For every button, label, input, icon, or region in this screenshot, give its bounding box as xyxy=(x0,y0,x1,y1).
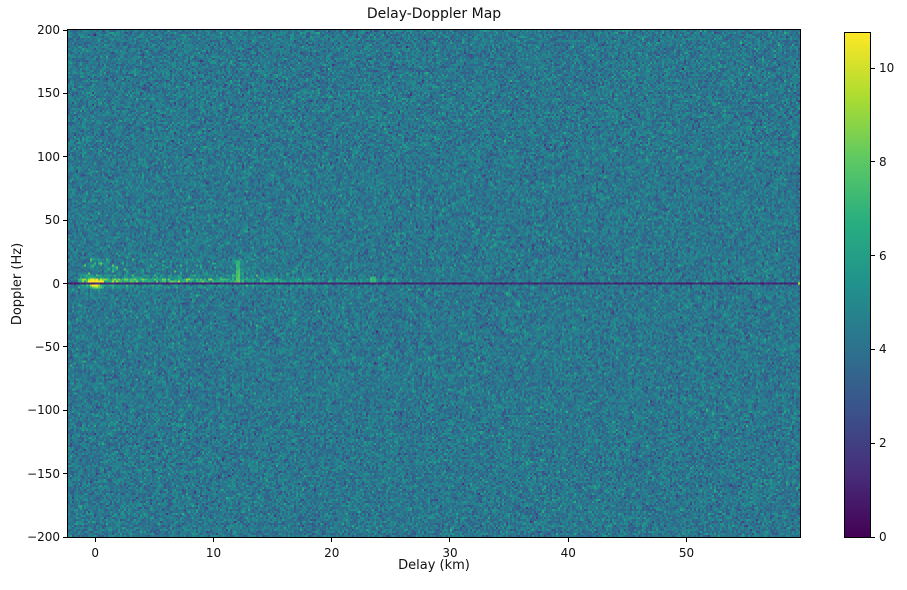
colorbar-gradient xyxy=(845,33,870,537)
x-tick-label: 0 xyxy=(91,546,99,560)
y-tick-mark xyxy=(63,92,67,94)
x-tick-mark xyxy=(567,538,569,542)
y-tick-label: 100 xyxy=(37,149,60,164)
x-tick-mark xyxy=(212,538,214,542)
x-tick-mark xyxy=(449,538,451,542)
colorbar-tick-mark xyxy=(871,348,875,350)
x-tick-label: 50 xyxy=(678,546,695,560)
y-tick-label: 150 xyxy=(37,86,60,101)
x-tick-mark xyxy=(331,538,333,542)
colorbar-tick-label: 8 xyxy=(879,154,887,169)
y-tick-mark xyxy=(63,156,67,158)
y-tick-mark xyxy=(63,409,67,411)
chart-title: Delay-Doppler Map xyxy=(366,6,502,22)
colorbar-tick-label: 4 xyxy=(879,342,887,357)
colorbar-tick-label: 10 xyxy=(879,61,895,76)
x-tick-label: 20 xyxy=(324,546,340,560)
plot-area xyxy=(67,29,801,538)
y-tick-mark xyxy=(63,219,67,221)
y-tick-mark xyxy=(63,536,67,538)
y-tick-label: 50 xyxy=(44,213,60,228)
x-tick-label: 40 xyxy=(560,546,576,560)
x-tick-label: 10 xyxy=(205,546,222,560)
y-tick-label: 0 xyxy=(52,276,60,291)
y-tick-mark xyxy=(63,346,67,348)
colorbar-tick-label: 0 xyxy=(879,530,887,544)
y-tick-label: −50 xyxy=(34,339,60,354)
x-tick-mark xyxy=(685,538,687,542)
colorbar xyxy=(844,32,871,538)
y-tick-mark xyxy=(63,29,67,31)
x-tick-label: 30 xyxy=(442,546,458,560)
y-tick-label: −100 xyxy=(27,403,60,418)
heatmap-canvas xyxy=(68,30,800,537)
x-axis-label: Delay (km) xyxy=(398,558,470,573)
y-tick-mark xyxy=(63,473,67,475)
colorbar-tick-mark xyxy=(871,161,875,163)
y-tick-label: −150 xyxy=(27,466,60,481)
y-tick-mark xyxy=(63,283,67,284)
colorbar-tick-mark xyxy=(871,255,875,257)
y-tick-label: −200 xyxy=(27,530,60,544)
colorbar-tick-label: 6 xyxy=(879,248,887,263)
x-tick-mark xyxy=(94,538,96,542)
y-tick-label: 200 xyxy=(37,23,60,37)
colorbar-tick-mark xyxy=(871,67,875,69)
colorbar-tick-mark xyxy=(871,442,875,444)
colorbar-tick-mark xyxy=(871,536,875,538)
colorbar-tick-label: 2 xyxy=(879,436,887,451)
